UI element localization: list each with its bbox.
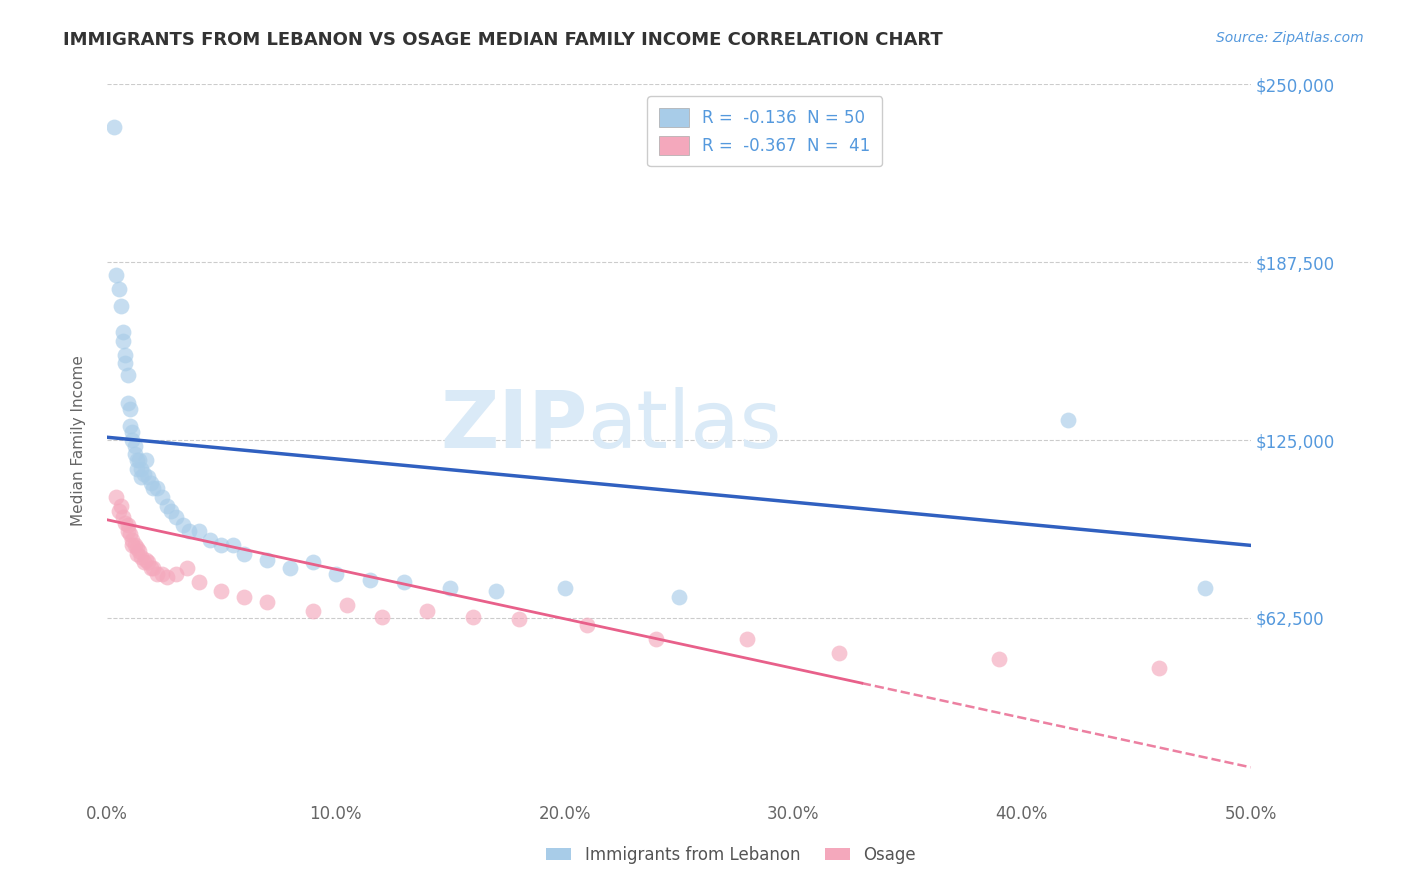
Point — [150, 490, 173, 504]
Text: Source: ZipAtlas.com: Source: ZipAtlas.com — [1216, 31, 1364, 45]
Point — [187, 524, 209, 538]
Point — [112, 334, 135, 348]
Point — [117, 368, 139, 382]
Point — [302, 556, 325, 570]
Point — [105, 268, 128, 282]
Point — [394, 575, 416, 590]
Text: ZIP: ZIP — [440, 387, 588, 465]
Point — [302, 604, 325, 618]
Text: IMMIGRANTS FROM LEBANON VS OSAGE MEDIAN FAMILY INCOME CORRELATION CHART: IMMIGRANTS FROM LEBANON VS OSAGE MEDIAN … — [63, 31, 943, 49]
Point — [668, 590, 690, 604]
Y-axis label: Median Family Income: Median Family Income — [72, 355, 86, 525]
Point — [136, 470, 159, 484]
Point — [416, 604, 439, 618]
Point — [256, 552, 278, 566]
Point — [107, 282, 129, 296]
Point — [135, 453, 157, 467]
Point — [125, 453, 148, 467]
Point — [131, 549, 153, 564]
Point — [359, 573, 381, 587]
Point — [105, 490, 128, 504]
Point — [110, 499, 132, 513]
Point — [233, 547, 256, 561]
Point — [112, 325, 135, 339]
Point — [176, 561, 198, 575]
Point — [160, 504, 183, 518]
Point — [576, 618, 599, 632]
Point — [139, 561, 162, 575]
Point — [198, 533, 221, 547]
Point — [150, 566, 173, 581]
Point — [256, 595, 278, 609]
Point — [461, 609, 484, 624]
Point — [146, 566, 169, 581]
Point — [135, 552, 157, 566]
Text: atlas: atlas — [588, 387, 782, 465]
Point — [737, 632, 759, 647]
Point — [124, 538, 146, 552]
Point — [165, 566, 187, 581]
Point — [325, 566, 347, 581]
Point — [222, 538, 245, 552]
Point — [114, 356, 136, 370]
Point — [131, 461, 153, 475]
Point — [645, 632, 668, 647]
Point — [117, 518, 139, 533]
Point — [114, 348, 136, 362]
Point — [121, 533, 143, 547]
Point — [117, 396, 139, 410]
Point — [125, 547, 148, 561]
Point — [118, 401, 141, 416]
Point — [485, 583, 508, 598]
Point — [172, 518, 194, 533]
Point — [209, 583, 232, 598]
Point — [155, 569, 177, 583]
Point — [142, 482, 165, 496]
Point — [136, 556, 159, 570]
Point — [118, 418, 141, 433]
Point — [132, 467, 155, 482]
Point — [370, 609, 392, 624]
Point — [121, 433, 143, 447]
Point — [187, 575, 209, 590]
Point — [165, 510, 187, 524]
Point — [125, 541, 148, 556]
Point — [988, 652, 1011, 666]
Point — [1056, 413, 1078, 427]
Point — [233, 590, 256, 604]
Point — [278, 561, 301, 575]
Point — [118, 527, 141, 541]
Point — [209, 538, 232, 552]
Point — [155, 499, 177, 513]
Point — [439, 581, 461, 595]
Point — [112, 510, 135, 524]
Point — [139, 475, 162, 490]
Point — [110, 299, 132, 313]
Point — [553, 581, 575, 595]
Point — [179, 524, 201, 538]
Point — [828, 647, 851, 661]
Point — [103, 120, 125, 135]
Point — [124, 447, 146, 461]
Point — [125, 461, 148, 475]
Point — [107, 504, 129, 518]
Legend: R =  -0.136  N = 50, R =  -0.367  N =  41: R = -0.136 N = 50, R = -0.367 N = 41 — [647, 96, 882, 167]
Point — [336, 598, 359, 612]
Point — [117, 524, 139, 538]
Point — [121, 538, 143, 552]
Point — [124, 439, 146, 453]
Point — [128, 544, 150, 558]
Point — [1147, 661, 1170, 675]
Point — [114, 516, 136, 530]
Legend: Immigrants from Lebanon, Osage: Immigrants from Lebanon, Osage — [540, 839, 922, 871]
Point — [131, 470, 153, 484]
Point — [1194, 581, 1216, 595]
Point — [128, 453, 150, 467]
Point — [132, 556, 155, 570]
Point — [142, 561, 165, 575]
Point — [121, 425, 143, 439]
Point — [146, 482, 169, 496]
Point — [508, 612, 530, 626]
